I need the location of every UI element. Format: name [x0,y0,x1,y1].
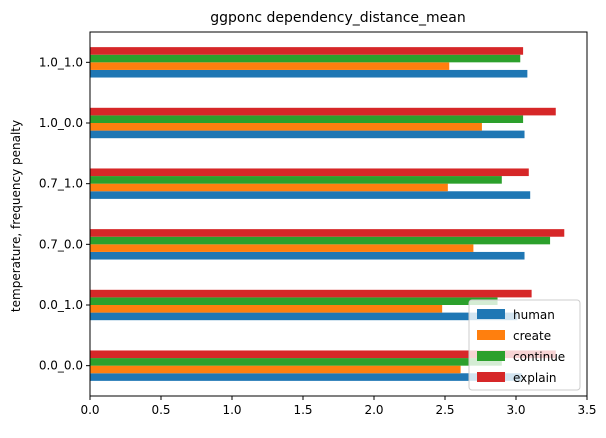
bar-human-0.7_0.0 [90,251,525,260]
bar-explain-1.0_0.0 [90,107,556,116]
legend: human create continue explain [468,299,581,391]
bar-continue-0.7_0.0 [90,236,551,245]
legend-label-human: human [513,308,555,322]
bar-create-0.7_0.0 [90,244,474,252]
x-tick-label: 3.5 [577,403,596,417]
bar-human-0.0_1.0 [90,312,518,321]
bar-create-1.0_0.0 [90,123,482,131]
plot-frame [89,31,588,397]
legend-swatch-continue [477,351,505,361]
bars-group [90,47,565,381]
x-tick-label: 3.0 [506,403,525,417]
legend-label-explain: explain [513,371,557,385]
y-tick-label: 1.0_0.0 [39,116,83,130]
y-tick-label: 0.0_0.0 [39,359,83,373]
bar-explain-1.0_1.0 [90,47,524,55]
legend-label-create: create [513,329,551,343]
bar-explain-0.0_1.0 [90,289,532,298]
x-tick-label: 1.5 [293,403,312,417]
bar-continue-0.7_1.0 [90,176,502,184]
bar-explain-0.7_1.0 [90,168,529,177]
bar-continue-1.0_1.0 [90,54,521,63]
y-axis-label: temperature, frequency penalty [9,120,23,312]
bar-create-0.7_1.0 [90,183,448,192]
y-tick-label: 0.7_0.0 [39,237,83,251]
x-ticks-group: 0.0 0.5 1.0 1.5 2.0 2.5 3.0 3.5 [80,396,597,417]
y-tick-label: 0.0_1.0 [39,298,83,312]
bar-explain-0.7_0.0 [90,229,565,237]
y-tick-label: 1.0_1.0 [39,55,83,69]
bar-human-0.7_1.0 [90,191,531,199]
legend-label-continue: continue [513,350,565,364]
legend-swatch-explain [477,372,505,382]
bar-human-1.0_1.0 [90,69,528,78]
x-tick-label: 0.5 [151,403,170,417]
bar-create-0.0_1.0 [90,305,443,313]
bar-human-0.0_0.0 [90,373,522,381]
bar-continue-0.0_1.0 [90,297,498,305]
x-tick-label: 1.0 [222,403,241,417]
x-tick-label: 0.0 [80,403,99,417]
bar-continue-0.0_0.0 [90,358,502,366]
bar-create-0.0_0.0 [90,365,461,374]
bar-continue-1.0_0.0 [90,115,524,123]
bar-create-1.0_1.0 [90,62,450,70]
legend-swatch-create [477,330,505,340]
x-tick-label: 2.5 [435,403,454,417]
bar-human-1.0_0.0 [90,130,525,139]
y-tick-label: 0.7_1.0 [39,177,83,191]
x-tick-label: 2.0 [364,403,383,417]
legend-swatch-human [477,309,505,319]
y-ticks-group: 0.0_0.0 0.0_1.0 0.7_0.0 0.7_1.0 1.0_0.0 1.0_1… [39,55,90,373]
bar-explain-0.0_0.0 [90,350,556,359]
chart-title: ggponc dependency_distance_mean [210,10,466,26]
legend-box [468,299,581,391]
